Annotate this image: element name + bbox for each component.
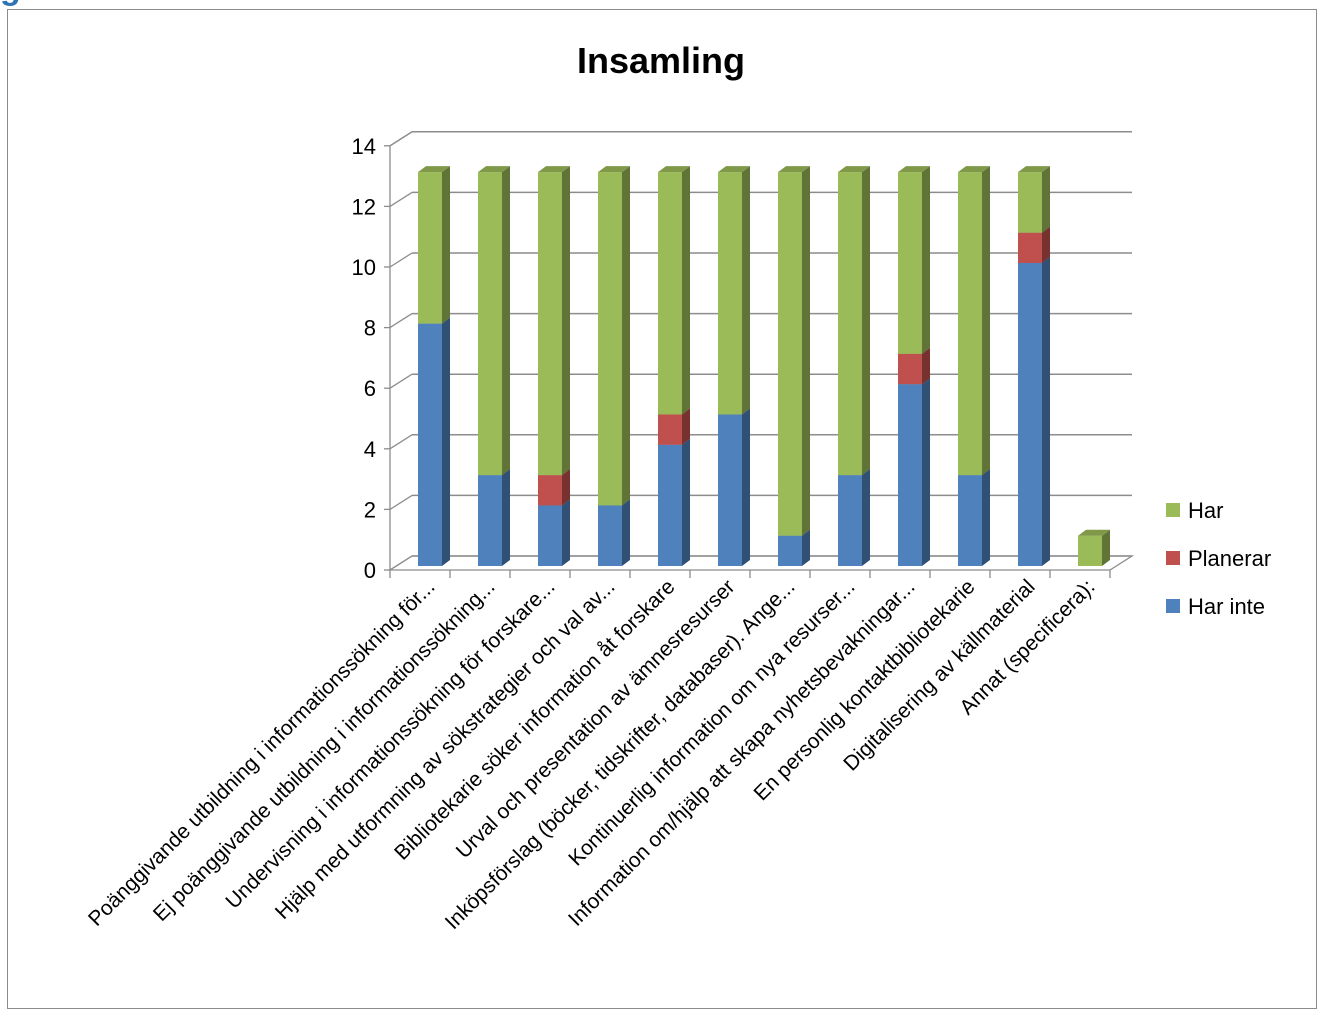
legend-label: Planerar xyxy=(1188,546,1271,571)
y-tick-label: 2 xyxy=(364,497,376,522)
bar-segment xyxy=(658,414,682,445)
bar-segment xyxy=(898,353,922,385)
bar-side xyxy=(802,166,810,536)
chart-floor xyxy=(387,555,1135,578)
bar-side xyxy=(1042,166,1050,233)
bar-side xyxy=(802,529,810,566)
bar-segment xyxy=(898,384,922,566)
bar-segment xyxy=(1078,535,1102,566)
y-tick-label: 12 xyxy=(352,194,376,219)
bar-side xyxy=(922,347,930,385)
chart-title: Insamling xyxy=(576,40,746,81)
x-tick-label: En personlig kontaktbibliotekarie xyxy=(749,575,979,805)
bar-side xyxy=(442,317,450,566)
bar-segment xyxy=(958,172,982,476)
legend-label: Har inte xyxy=(1188,594,1265,619)
bar-side xyxy=(562,469,570,506)
bar-side xyxy=(922,166,930,354)
bar-side xyxy=(1102,529,1110,566)
bar-segment xyxy=(418,323,442,566)
bar-segment xyxy=(958,475,982,566)
bar-top xyxy=(598,166,630,173)
bar-side xyxy=(862,469,870,566)
bar-segment xyxy=(658,444,682,566)
legend-swatch xyxy=(1166,503,1180,517)
bar-top xyxy=(778,166,810,173)
bar-side xyxy=(922,378,930,566)
legend-swatch xyxy=(1166,599,1180,613)
bar-segment xyxy=(898,172,922,354)
bar-segment xyxy=(838,172,862,476)
bar-segment xyxy=(1018,263,1042,566)
y-tick-label: 8 xyxy=(364,316,376,341)
bar-segment xyxy=(478,172,502,476)
bar-top xyxy=(1018,166,1050,173)
bar-side xyxy=(982,166,990,476)
bar-side xyxy=(682,408,690,445)
bar-top xyxy=(538,166,570,173)
bar-side xyxy=(502,469,510,566)
side-wall-gridline xyxy=(389,131,413,147)
bar-segment xyxy=(538,172,562,476)
bar-side xyxy=(682,438,690,566)
side-wall-gridline xyxy=(389,494,413,510)
page-heading-fragment: g xyxy=(0,0,21,6)
bar-segment xyxy=(718,414,742,566)
bar-top xyxy=(838,166,870,173)
bar-side xyxy=(622,166,630,506)
side-wall-gridline xyxy=(389,313,413,329)
bar-side xyxy=(982,469,990,566)
bar-segment xyxy=(778,535,802,566)
y-tick-label: 10 xyxy=(352,255,376,280)
bar-segment xyxy=(1018,232,1042,263)
bar-top xyxy=(958,166,990,173)
bar-segment xyxy=(538,505,562,566)
bar-side xyxy=(862,166,870,476)
side-wall-gridline xyxy=(389,191,413,207)
bar-side xyxy=(742,166,750,415)
x-tick-label: Urval och presentation av ämnesresurser xyxy=(452,575,740,863)
bar-side xyxy=(562,499,570,566)
bar-top xyxy=(658,166,690,173)
x-axis-labels: Poänggivande utbildning i informationssö… xyxy=(84,575,1100,934)
bar-top xyxy=(478,166,510,173)
side-wall-gridline xyxy=(389,252,413,268)
y-tick-label: 4 xyxy=(364,437,376,462)
legend-label: Har xyxy=(1188,498,1223,523)
bars xyxy=(418,166,1110,566)
bar-side xyxy=(442,166,450,324)
bar-segment xyxy=(418,172,442,324)
bar-top xyxy=(1078,529,1110,536)
bar-side xyxy=(1042,257,1050,566)
y-tick-label: 14 xyxy=(352,134,376,159)
bar-segment xyxy=(598,505,622,566)
bar-side xyxy=(742,408,750,566)
bar-segment xyxy=(538,475,562,506)
bar-segment xyxy=(658,172,682,415)
bar-side xyxy=(562,166,570,476)
side-wall-gridline xyxy=(389,373,413,389)
bar-side xyxy=(1042,226,1050,263)
chart-walls xyxy=(389,131,413,570)
side-wall-gridline xyxy=(389,434,413,450)
bar-top xyxy=(898,166,930,173)
y-tick-label: 0 xyxy=(364,558,376,583)
bar-side xyxy=(502,166,510,476)
bar-segment xyxy=(838,475,862,566)
bar-segment xyxy=(598,172,622,506)
bar-segment xyxy=(478,475,502,566)
bar-segment xyxy=(718,172,742,415)
x-tick-label: Bibliotekarie söker information åt forsk… xyxy=(390,575,679,864)
y-axis-ticks: 0 2 4 6 8 10 12 14 xyxy=(352,134,390,583)
legend-swatch xyxy=(1166,551,1180,565)
bar-side xyxy=(622,499,630,566)
bar-segment xyxy=(1018,172,1042,233)
bar-top xyxy=(418,166,450,173)
y-tick-label: 6 xyxy=(364,376,376,401)
bar-segment xyxy=(778,172,802,536)
bar-side xyxy=(682,166,690,415)
legend: Har Planerar Har inte xyxy=(1166,498,1271,619)
bar-top xyxy=(718,166,750,173)
